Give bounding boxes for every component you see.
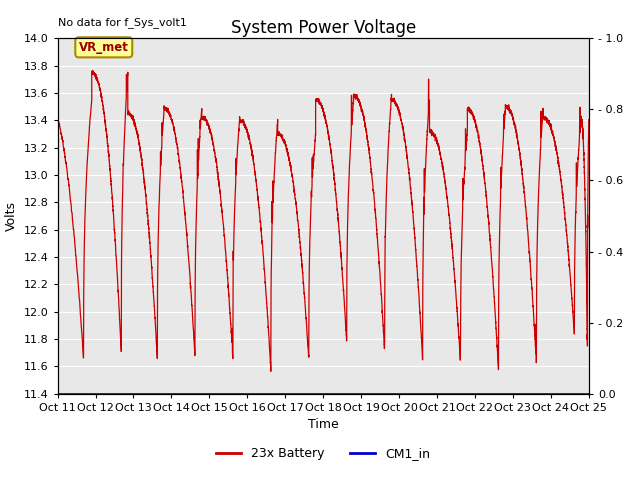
Y-axis label: Volts: Volts bbox=[5, 201, 18, 231]
X-axis label: Time: Time bbox=[308, 418, 339, 431]
Title: System Power Voltage: System Power Voltage bbox=[230, 19, 416, 37]
Text: VR_met: VR_met bbox=[79, 41, 129, 54]
Text: No data for f_Sys_volt1: No data for f_Sys_volt1 bbox=[58, 17, 186, 28]
Legend: 23x Battery, CM1_in: 23x Battery, CM1_in bbox=[211, 443, 435, 466]
